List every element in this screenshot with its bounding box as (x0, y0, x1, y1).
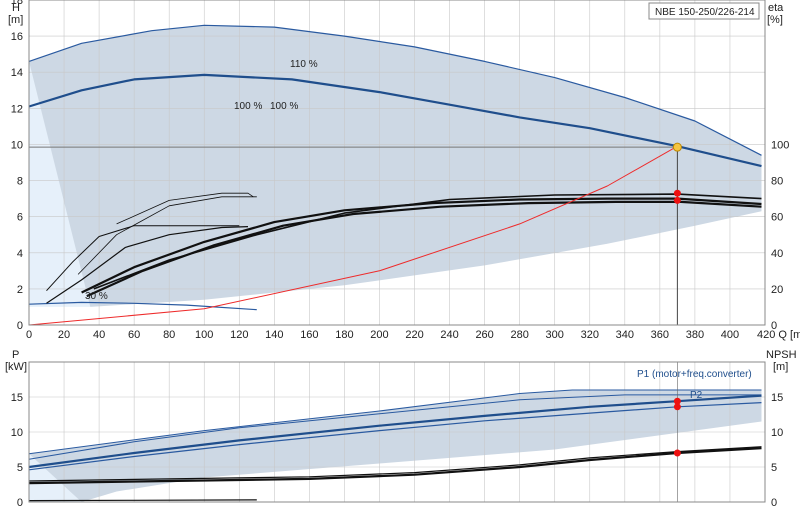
top-marks-group (29, 142, 682, 325)
x-tick-label: 80 (163, 329, 175, 341)
bottom-series-group (28, 389, 762, 502)
x-tick-label: 320 (581, 329, 599, 341)
y-left-tick-label: 10 (11, 139, 23, 151)
eta-axis-label: eta (768, 2, 784, 14)
y-left-tick-label: 18 (11, 0, 23, 7)
series-eta-5 (46, 225, 240, 292)
x-tick-label: 180 (335, 329, 353, 341)
y-left-tick-label: 12 (11, 103, 23, 115)
y-left-tick-label: 10 (11, 427, 23, 439)
series-p2 (28, 402, 762, 471)
series-head-100 (28, 73, 762, 168)
h-unit-label: [m] (8, 14, 23, 26)
shaded-operating-region (29, 25, 762, 307)
y-right-tick-label: 0 (771, 497, 777, 509)
chart-title: NBE 150-250/226-214 (655, 7, 755, 18)
series-system-curve (28, 145, 678, 326)
y-right-tick-label: 0 (771, 320, 777, 332)
series-p1-main (28, 394, 762, 469)
y-left-tick-label: 0 (17, 497, 23, 509)
x-tick-label: 300 (546, 329, 564, 341)
series-eta-4 (46, 226, 249, 304)
y-left-tick-label: 15 (11, 392, 23, 404)
p-axis-label: P (12, 349, 19, 361)
series-eta-6 (77, 196, 257, 275)
x-tick-label: 40 (93, 329, 105, 341)
y-left-tick-label: 16 (11, 31, 23, 43)
top-frame (28, 0, 766, 326)
npsh-axis-label: NPSH (766, 349, 797, 361)
y-right-tick-label: 10 (771, 427, 783, 439)
x-tick-label: 20 (58, 329, 70, 341)
bottom-frame (28, 361, 766, 503)
y-right-tick-label: 40 (771, 248, 783, 260)
bottom-duty-dot (673, 449, 681, 457)
eta-duty-dot (673, 189, 681, 197)
x-tick-label: 380 (686, 329, 704, 341)
x-tick-label: 240 (440, 329, 458, 341)
series-p1-upper (28, 389, 762, 455)
y-left-tick-label: 0 (17, 320, 23, 332)
bottom-duty-dot (673, 403, 681, 411)
series-npsh-a (28, 447, 762, 485)
bottom-tick-labels: 0 5 10 15 0 5 10 15 (11, 392, 784, 509)
h-axis-label: H (12, 2, 20, 14)
x-tick-label: 360 (651, 329, 669, 341)
series-p1-thin (28, 394, 762, 460)
y-left-tick-label: 8 (17, 176, 23, 188)
y-right-tick-label: 5 (771, 462, 777, 474)
label-30-percent: 30 % (85, 291, 108, 302)
power-npsh-panel: 0 5 10 15 0 5 10 15 P [kW] NPSH [m] P1 (motor+f… (5, 349, 797, 509)
eta-unit-label: [%] (767, 14, 783, 26)
x-tick-label: 140 (265, 329, 283, 341)
shaded-operating-region (29, 390, 762, 502)
x-tick-label: 100 (195, 329, 213, 341)
bottom-shaded-region (29, 390, 762, 502)
x-tick-label: 160 (300, 329, 318, 341)
x-tick-label: 280 (510, 329, 528, 341)
x-tick-label: 400 (721, 329, 739, 341)
top-series-group (28, 24, 762, 326)
y-left-tick-label: 4 (17, 248, 23, 260)
series-npsh-b (28, 446, 762, 482)
label-100-percent-a: 100 % (234, 101, 262, 112)
p-unit-label: [kW] (5, 361, 27, 373)
x-tick-label: 220 (405, 329, 423, 341)
operating-point (672, 142, 682, 152)
y-right-tick-label: 100 (771, 139, 789, 151)
x-tick-label: 340 (616, 329, 634, 341)
legend-p1: P1 (motor+freq.converter) (637, 369, 752, 380)
x-tick-label: 200 (370, 329, 388, 341)
series-head-min (28, 301, 257, 311)
bottom-duty-dot (673, 397, 681, 405)
series-eta-3 (93, 193, 762, 290)
y-right-tick-label: 20 (771, 284, 783, 296)
x-tick-label: 0 (26, 329, 32, 341)
y-right-tick-label: 60 (771, 212, 783, 224)
y-right-tick-label: 80 (771, 176, 783, 188)
label-110-percent: 110 % (290, 59, 318, 70)
label-100-percent-b: 100 % (270, 101, 298, 112)
bottom-marks-group (673, 362, 681, 502)
x-tick-label: 60 (128, 329, 140, 341)
y-right-tick-label: 15 (771, 392, 783, 404)
x-tick-label: 120 (230, 329, 248, 341)
y-left-tick-label: 5 (17, 462, 23, 474)
series-head-110 (28, 24, 762, 156)
y-left-tick-label: 2 (17, 284, 23, 296)
legend-p2: P2 (690, 390, 703, 401)
x-tick-label: 260 (475, 329, 493, 341)
x-tick-label: 420 Q [m³/h] (757, 329, 800, 341)
eta-duty-dot (673, 196, 681, 204)
npsh-unit-label: [m] (773, 361, 788, 373)
series-eta-7 (116, 192, 254, 225)
top-shaded-region (29, 25, 762, 307)
y-left-tick-label: 14 (11, 67, 23, 79)
series-npsh-min (28, 499, 257, 502)
y-left-tick-label: 6 (17, 212, 23, 224)
title-box (648, 2, 760, 20)
